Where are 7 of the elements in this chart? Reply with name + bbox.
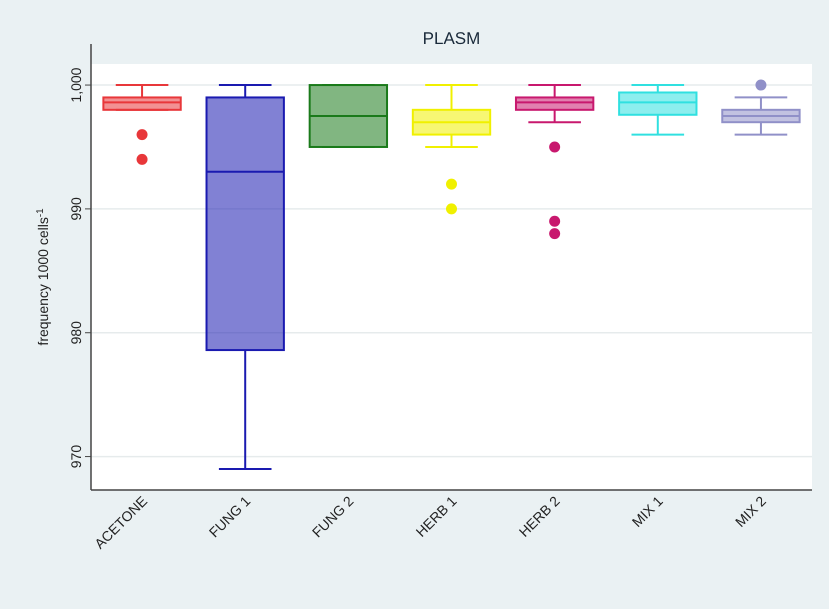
chart-title: PLASM [422,29,480,48]
y-tick-label: 1,000 [68,67,84,103]
x-tick-label: MIX 1 [628,492,666,530]
y-tick-label: 990 [68,196,84,221]
y-tick-label: 970 [68,444,84,468]
x-tick-label: MIX 2 [732,492,770,530]
y-tick-label: 980 [68,320,84,344]
